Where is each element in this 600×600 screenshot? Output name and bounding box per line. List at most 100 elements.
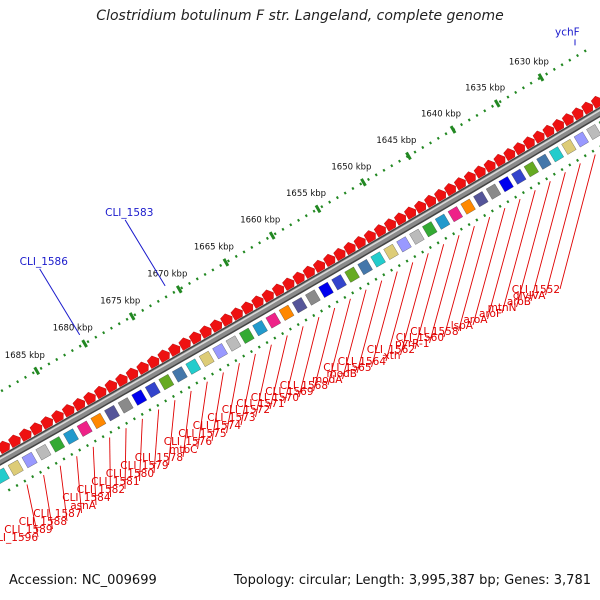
gene-label-cli-1588: CLI_1588 [19,516,67,528]
forward-gene-arrow [383,218,396,232]
tick-label-1670-kbp: 1670 kbp [147,269,187,279]
leader-cli-1573 [255,344,272,418]
reverse-gene-block [212,343,228,360]
reverse-gene-block [225,335,242,352]
tick-mark [268,231,276,240]
forward-gene-arrow [463,171,476,185]
tick-label-1680-kbp: 1680 kbp [53,324,93,334]
reverse-gene-block [523,161,539,178]
gene-label-cli-1564: CLI_1564 [338,356,387,368]
leader-aroa [487,199,521,320]
reverse-gene-block [383,243,399,260]
reverse-gene-block [548,146,564,163]
gene-label-diviva: divIVA [513,290,546,302]
reverse-gene-block [331,274,347,291]
forward-gene-arrow [571,107,584,121]
gene-label-mtbc: mtbC [169,444,197,456]
reverse-gene-block [104,405,120,422]
gene-label-xth: xth [384,350,401,362]
forward-gene-arrow [343,242,356,256]
forward-gene-arrow [542,124,555,138]
leader-cli-1596 [26,484,39,538]
leader-cli-1574 [240,353,256,426]
gene-label-ychf: ychF [555,26,580,38]
forward-gene-arrow [157,349,170,363]
tick-ring [0,47,590,394]
tick-label-1660-kbp: 1660 kbp [240,216,280,226]
tick-mark [222,258,230,267]
forward-gene-arrow [394,212,406,226]
reverse-gene-block [344,266,360,283]
reverse-gene-block [447,206,463,223]
label-layer: ychFCLI_1583CLI_1586CLI_1552divIVAaroBmt… [0,26,580,544]
gene-layer [0,95,600,484]
leader-mtbc [197,381,208,450]
reverse-gene-block [396,236,412,253]
forward-gene-arrow [473,165,486,179]
forward-gene-arrow [209,319,222,333]
reverse-gene-block [357,259,373,276]
dot-layer [7,145,600,492]
gene-label-cli-1596: CLI_1596 [0,532,38,544]
forward-gene-arrow [8,434,21,448]
forward-gene-arrow [323,253,336,268]
forward-gene-arrow [522,136,535,150]
forward-gene-arrow [363,230,376,244]
gene-label-cli-1572: CLI_1572 [222,404,270,416]
gene-label-mtnn: mtnN [488,302,517,314]
leader-pyrr-1 [429,235,460,344]
genome-summary-text: Topology: circular; Length: 3,995,387 bp… [233,573,591,588]
gene-label-cli-1570: CLI_1570 [251,392,299,404]
leader-layer [26,39,596,538]
leader-cli-1575 [226,363,240,434]
forward-gene-arrow [373,224,386,238]
forward-gene-arrow [333,247,346,262]
gene-label-cli-1586: CLI_1586 [20,256,69,268]
tick-mark [493,99,501,108]
forward-gene-arrow [83,391,96,406]
leader-cli-1571 [284,326,304,404]
tick-label-1645-kbp: 1645 kbp [376,136,416,146]
gene-label-moda: modA [312,374,343,386]
leader-cli-1558 [458,217,491,332]
leader-xth [400,253,429,356]
forward-gene-arrow [178,337,191,351]
gene-label-cli-1582: CLI_1582 [77,484,125,496]
gene-label-cli-1569: CLI_1569 [265,386,313,398]
gene-label-modb: modB [326,368,357,380]
gene-label-pyrr-1: pyrR-1 [395,338,430,350]
forward-gene-arrow [199,325,212,339]
tick-label-1630-kbp: 1630 kbp [509,58,549,68]
leader-cli-1560 [443,226,475,338]
reverse-gene-block [172,366,188,383]
reverse-gene-block [117,397,134,414]
gene-label-cli-1568: CLI_1568 [280,380,328,392]
forward-gene-arrow [414,200,426,214]
leader-cli-1578 [182,390,192,458]
forward-gene-arrow [167,343,181,357]
gene-label-cli-1579: CLI_1579 [120,460,168,472]
forward-gene-arrow [353,236,366,250]
leader-lspa [472,208,506,326]
reverse-gene-block [485,183,502,200]
gene-label-arob: aroB [507,296,531,308]
reverse-gene-block [185,358,202,375]
gene-label-cli-1580: CLI_1580 [106,468,154,480]
forward-gene-arrow [18,428,32,442]
tick-label-1665-kbp: 1665 kbp [194,243,234,253]
reverse-gene-block [460,198,476,215]
leader-cli-1583 [124,219,166,287]
forward-gene-arrow [302,265,315,279]
reverse-gene-block [90,412,107,430]
forward-gene-arrow [282,277,295,291]
gene-label-cli-1589: CLI_1589 [4,524,52,536]
leader-cli-1587 [76,456,82,514]
tick-label-1675-kbp: 1675 kbp [100,297,140,307]
gene-label-lspa: lspA [451,320,474,332]
genome-backbone-highlight [0,109,600,460]
forward-gene-arrow [493,153,506,167]
inner-tick-ring [7,145,600,492]
forward-gene-arrow [532,130,545,144]
gene-label-cli-1560: CLI_1560 [396,332,444,344]
tick-mark [314,204,322,214]
